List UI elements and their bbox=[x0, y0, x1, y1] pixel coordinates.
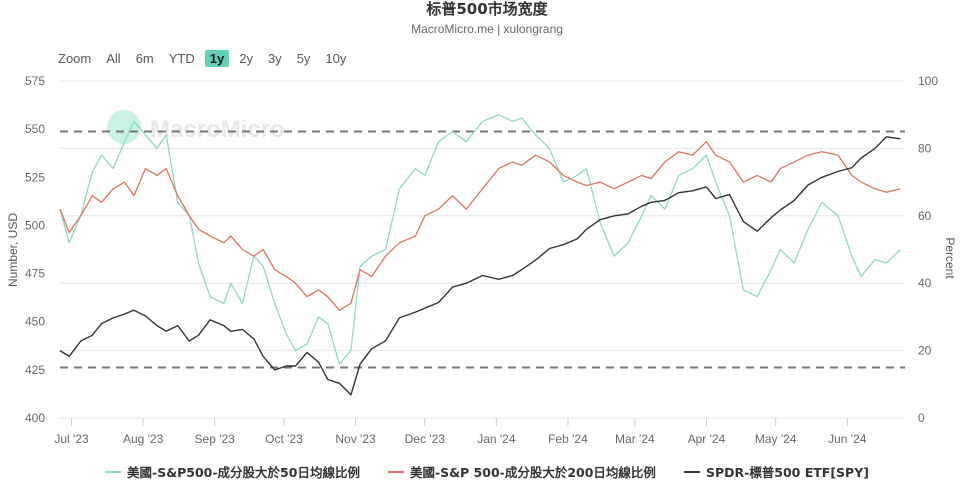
range-button-1y[interactable]: 1y bbox=[204, 50, 230, 67]
x-axis-tick: Jul '23 bbox=[54, 432, 89, 446]
left-axis-tick: 425 bbox=[25, 363, 45, 377]
watermark-text: MacroMicro bbox=[150, 116, 285, 143]
legend-item-50d[interactable]: 美國-S&P500-成分股大於50日均線比例 bbox=[105, 462, 360, 481]
x-axis-tick: Aug '23 bbox=[123, 432, 164, 446]
x-axis-tick: Oct '23 bbox=[265, 432, 303, 446]
x-axis-tick: Nov '23 bbox=[335, 432, 376, 446]
grid-lines bbox=[60, 80, 905, 419]
legend-label-200d: 美國-S&P 500-成分股大於200日均線比例 bbox=[409, 465, 656, 480]
left-axis-tick: 550 bbox=[25, 122, 45, 136]
chart-title: 标普500市场宽度 bbox=[426, 0, 548, 18]
legend-label-spy: SPDR-標普500 ETF[SPY] bbox=[705, 465, 869, 480]
left-axis-tick: 500 bbox=[25, 218, 45, 232]
x-axis-tick: Jun '24 bbox=[828, 432, 867, 446]
range-button-2y[interactable]: 2y bbox=[239, 51, 253, 66]
right-axis-tick: 0 bbox=[918, 411, 925, 425]
right-axis-tick: 100 bbox=[918, 74, 938, 88]
series-spy-line bbox=[59, 136, 901, 396]
range-button-10y[interactable]: 10y bbox=[325, 51, 347, 66]
range-button-6m[interactable]: 6m bbox=[135, 51, 154, 66]
series-200d-line bbox=[59, 141, 901, 311]
x-axis-tick: May '24 bbox=[755, 432, 797, 446]
right-axis-tick: 40 bbox=[918, 276, 932, 290]
range-button-5y[interactable]: 5y bbox=[296, 51, 311, 66]
x-axis-tick: Feb '24 bbox=[548, 432, 588, 446]
watermark-logo-icon bbox=[107, 110, 141, 144]
right-axis-tick: 20 bbox=[918, 344, 932, 358]
left-axis-tick: 400 bbox=[25, 411, 45, 425]
zoom-label: Zoom bbox=[58, 51, 92, 66]
legend-swatch-50d bbox=[105, 470, 122, 473]
left-axis-tick: 575 bbox=[25, 74, 45, 88]
right-axis-tick: 60 bbox=[918, 209, 932, 223]
x-axis-tick: Sep '23 bbox=[195, 432, 236, 446]
range-button-ytd[interactable]: YTD bbox=[168, 51, 195, 66]
legend-swatch-spy bbox=[683, 470, 700, 473]
right-axis-title: Percent bbox=[943, 237, 957, 279]
legend-label-50d: 美國-S&P500-成分股大於50日均線比例 bbox=[127, 465, 360, 480]
series-lines bbox=[59, 114, 901, 396]
watermark: MacroMicro bbox=[107, 110, 285, 144]
legend: 美國-S&P500-成分股大於50日均線比例 美國-S&P 500-成分股大於2… bbox=[0, 462, 974, 481]
right-axis-tick: 80 bbox=[918, 141, 932, 155]
reference-lines bbox=[60, 130, 905, 369]
series-50d-line bbox=[59, 114, 901, 365]
range-selector: Zoom All 6m YTD 1y 2y 3y 5y 10y bbox=[58, 50, 356, 67]
left-axis-tick: 450 bbox=[25, 315, 45, 329]
range-button-all[interactable]: All bbox=[106, 51, 121, 66]
chart-subtitle: MacroMicro.me | xulongrang bbox=[411, 22, 563, 36]
legend-swatch-200d bbox=[387, 470, 404, 473]
left-axis-tick: 475 bbox=[25, 267, 45, 281]
x-axis-tick: Apr '24 bbox=[688, 432, 726, 446]
axes: 100 80 60 40 20 0 575 550 525 500 475 450 425 400 Jul … bbox=[25, 74, 938, 446]
left-axis-tick: 525 bbox=[25, 170, 45, 184]
x-axis-tick: Jan '24 bbox=[477, 432, 516, 446]
legend-item-200d[interactable]: 美國-S&P 500-成分股大於200日均線比例 bbox=[387, 462, 656, 481]
x-axis-tick: Mar '24 bbox=[615, 432, 655, 446]
range-button-3y[interactable]: 3y bbox=[267, 51, 282, 66]
left-axis-title: Number, USD bbox=[6, 213, 20, 287]
x-axis-tick: Dec '23 bbox=[405, 432, 446, 446]
legend-item-spy[interactable]: SPDR-標普500 ETF[SPY] bbox=[683, 462, 869, 481]
